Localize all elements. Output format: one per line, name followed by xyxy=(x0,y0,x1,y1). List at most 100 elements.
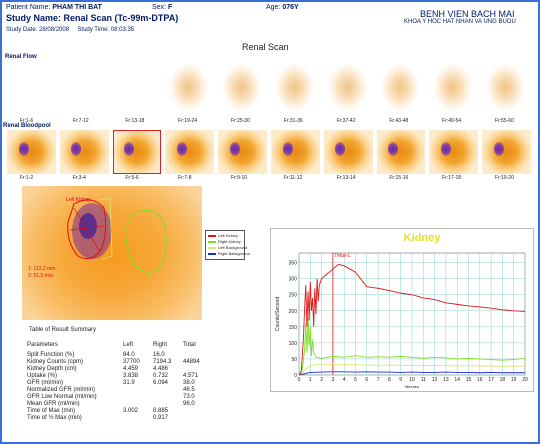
series-line-right-kidney xyxy=(298,317,526,376)
frame-label: Fr:19-20 xyxy=(494,175,514,181)
x-tick-label: 1 xyxy=(309,377,312,383)
results-row: Kidney Depth (cm) 4.459 4.486 xyxy=(27,366,213,373)
results-cell: 0.732 xyxy=(153,373,169,379)
frame-label: Fr:19-24 xyxy=(178,118,198,124)
kidney-uptake xyxy=(229,142,240,156)
sex-value: F xyxy=(167,4,173,11)
roi-image[interactable]: Left Kidney 1: 113.2 mm. 2: 51.5 mm. xyxy=(22,186,202,320)
renal-bloodpool-frame[interactable] xyxy=(218,130,267,174)
x-tick-label: 20 xyxy=(522,377,528,383)
results-cell: 46.5 xyxy=(183,387,195,393)
results-cell: Kidney Counts (cpm) xyxy=(27,359,84,365)
tmax-label: TMax-L xyxy=(334,253,351,259)
x-tick-label: 5 xyxy=(354,377,357,383)
results-row: GFR Low Normal (ml/min) 73.0 xyxy=(27,394,213,401)
results-cell: 31.9 xyxy=(123,380,135,386)
x-tick-label: 14 xyxy=(454,377,460,383)
x-tick-label: 10 xyxy=(409,377,415,383)
x-axis-label: Minutes xyxy=(405,384,419,389)
results-cell: 0.917 xyxy=(153,415,169,421)
renal-flow-frame[interactable] xyxy=(165,63,215,117)
renal-bloodpool-frame[interactable] xyxy=(376,130,426,174)
x-tick-label: 12 xyxy=(432,377,438,383)
sex-label: Sex: xyxy=(152,4,167,11)
results-cell: 3.838 xyxy=(123,373,139,379)
department-name: KHOA Y HOC HAT NHAN VA UNG BUOU xyxy=(404,19,516,25)
renal-flow-frame[interactable] xyxy=(271,63,320,117)
x-tick-label: 8 xyxy=(388,377,391,383)
renal-bloodpool-frame[interactable] xyxy=(59,130,109,174)
results-cell xyxy=(123,387,153,394)
results-cell: 37700 xyxy=(123,359,140,365)
results-cell xyxy=(123,415,153,422)
renal-flow-frame[interactable] xyxy=(323,63,373,117)
measure-line-2 xyxy=(69,225,105,231)
legend-swatch xyxy=(208,234,216,237)
kidney-uptake xyxy=(18,142,29,156)
results-cell: 38.0 xyxy=(183,380,195,386)
renal-bloodpool-frame[interactable] xyxy=(7,130,56,174)
x-tick-label: 7 xyxy=(377,377,380,383)
results-cell: Split Function (%) xyxy=(27,352,75,358)
x-tick-label: 11 xyxy=(421,377,426,383)
frame-label: Fr:3-4 xyxy=(72,175,86,181)
study-time: 08:03:35 xyxy=(110,27,135,33)
results-row: Time of Max (min) 3.002 0.885 xyxy=(27,408,213,415)
results-cell: GFR Low Normal (ml/min) xyxy=(27,394,97,400)
renal-bloodpool-frame[interactable] xyxy=(429,130,479,174)
results-cell: Kidney Depth (cm) xyxy=(27,366,77,372)
renal-flow-frame[interactable] xyxy=(59,63,109,117)
results-column-header: Parameters xyxy=(27,342,59,348)
renal-flow-frame[interactable] xyxy=(112,63,162,117)
results-cell: Time of Max (min) xyxy=(27,408,76,414)
results-cell xyxy=(183,352,213,359)
legend-item: Right Background xyxy=(208,251,250,256)
series-line-left-background xyxy=(298,363,526,376)
legend-swatch xyxy=(208,252,216,255)
renal-bloodpool-frame[interactable] xyxy=(112,130,162,174)
frame-label: Fr:55-60 xyxy=(494,118,514,124)
y-tick-label: 250 xyxy=(289,293,298,299)
roi-overlay xyxy=(67,197,167,273)
frame-label: Fr:13-14 xyxy=(336,175,356,181)
renal-flow-frame[interactable] xyxy=(429,63,479,117)
results-cell: 3.002 xyxy=(123,408,139,414)
renal-flow-label: Renal Flow xyxy=(5,54,37,60)
frame-label: Fr:17-18 xyxy=(442,175,462,181)
renal-flow-frame[interactable] xyxy=(7,63,56,117)
results-row: Uptake (%) 3.838 0.732 4.571 xyxy=(27,373,213,380)
results-cell: 7194.3 xyxy=(153,359,172,365)
y-axis-label: Counts/Second xyxy=(275,297,281,331)
frame-label: Fr:31-36 xyxy=(283,118,303,124)
renal-bloodpool-frame[interactable] xyxy=(271,130,320,174)
results-cell: 0.885 xyxy=(153,408,169,414)
results-cell xyxy=(153,394,183,401)
renal-bloodpool-frame[interactable] xyxy=(165,130,215,174)
legend-swatch xyxy=(208,246,216,249)
study-time-label: Study Time: xyxy=(77,27,110,33)
left-kidney-roi[interactable] xyxy=(67,199,107,260)
results-row: Kidney Counts (cpm) 37700 7194.3 44894 xyxy=(27,359,213,366)
renal-flow-frame[interactable] xyxy=(376,63,426,117)
kidney-uptake xyxy=(388,142,399,156)
legend-label: Left Kidney xyxy=(218,233,239,238)
x-tick-label: 17 xyxy=(488,377,494,383)
renal-flow-frame[interactable] xyxy=(218,63,267,117)
kidney-uptake xyxy=(124,142,135,156)
results-cell xyxy=(183,366,213,373)
renal-flow-frame[interactable] xyxy=(482,63,531,117)
study-name-row: Study Name: Renal Scan (Tc-99m-DTPA) xyxy=(6,13,178,23)
renal-bloodpool-frame[interactable] xyxy=(482,130,531,174)
results-cell: 6.094 xyxy=(153,380,169,386)
legend-item: Left Kidney xyxy=(208,233,238,238)
left-background-roi[interactable] xyxy=(99,197,113,261)
renal-bloodpool-frame[interactable] xyxy=(323,130,373,174)
y-tick-label: 350 xyxy=(289,261,298,267)
frame-label: Fr:43-48 xyxy=(389,118,409,124)
right-kidney-roi[interactable] xyxy=(125,209,167,273)
patient-name-row: Patient Name: PHAM THI BAT xyxy=(6,4,102,11)
frame-label: Fr:13-18 xyxy=(125,118,145,124)
results-row: GFR (ml/min) 31.9 6.094 38.0 xyxy=(27,380,213,387)
results-column-header: Total xyxy=(183,342,196,348)
frame-label: Fr:15-16 xyxy=(389,175,409,181)
